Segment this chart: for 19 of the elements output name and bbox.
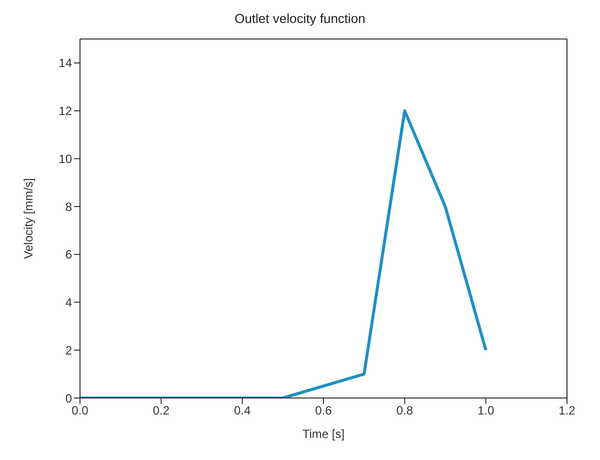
y-tick-label: 8 [65,200,72,214]
y-tick-label: 4 [65,296,72,310]
line-series [80,109,488,398]
y-tick-label: 6 [65,248,72,262]
x-tick-label: 1.2 [558,404,576,418]
y-tick-label: 14 [58,56,72,70]
y-tick-label: 0 [65,391,72,406]
y-axis-title: Velocity [mm/s] [21,178,36,259]
x-tick-label: 0.6 [315,404,332,418]
x-tick-label: 0.2 [152,404,170,418]
y-tick-label: 12 [58,104,72,118]
x-tick-label: 0.8 [396,404,414,418]
chart-title: Outlet velocity function [234,10,366,28]
y-tick-label: 10 [58,152,72,166]
x-axis-title: Time [s] [302,427,345,441]
x-tick-label: 0.4 [234,404,251,418]
x-tick-label: 1.0 [477,404,494,418]
x-tick-label: 0.0 [72,404,89,418]
y-tick-label: 2 [65,343,72,358]
